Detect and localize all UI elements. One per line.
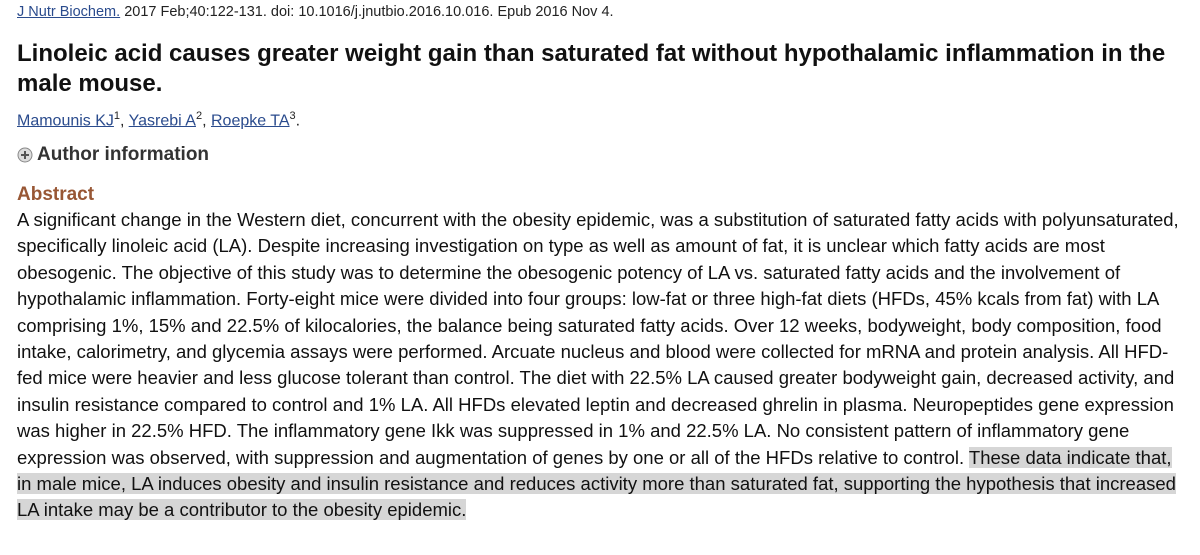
author-list: Mamounis KJ1, Yasrebi A2, Roepke TA3. xyxy=(17,110,300,130)
affiliation-number: 1 xyxy=(113,110,121,122)
author-information-label: Author information xyxy=(37,144,210,165)
author-separator: . xyxy=(295,112,301,130)
author-information-toggle[interactable]: Author information xyxy=(17,144,209,166)
author-link[interactable]: Yasrebi A xyxy=(128,112,196,130)
affiliation-number: 3 xyxy=(289,110,296,122)
expand-icon xyxy=(17,147,33,163)
citation-details: 2017 Feb;40:122-131. doi: 10.1016/j.jnut… xyxy=(124,4,614,20)
article-title: Linoleic acid causes greater weight gain… xyxy=(17,40,1166,97)
abstract-body: A significant change in the Western diet… xyxy=(17,209,1179,468)
author-link[interactable]: Mamounis KJ xyxy=(17,112,114,130)
journal-link[interactable]: J Nutr Biochem. xyxy=(17,4,121,20)
author-link[interactable]: Roepke TA xyxy=(210,112,290,130)
affiliation-number: 2 xyxy=(195,110,203,122)
author-separator: , xyxy=(120,112,125,130)
abstract-text: A significant change in the Western diet… xyxy=(17,207,1189,524)
abstract-heading: Abstract xyxy=(17,184,95,205)
author-separator: , xyxy=(202,112,207,130)
citation: J Nutr Biochem. 2017 Feb;40:122-131. doi… xyxy=(17,4,614,20)
